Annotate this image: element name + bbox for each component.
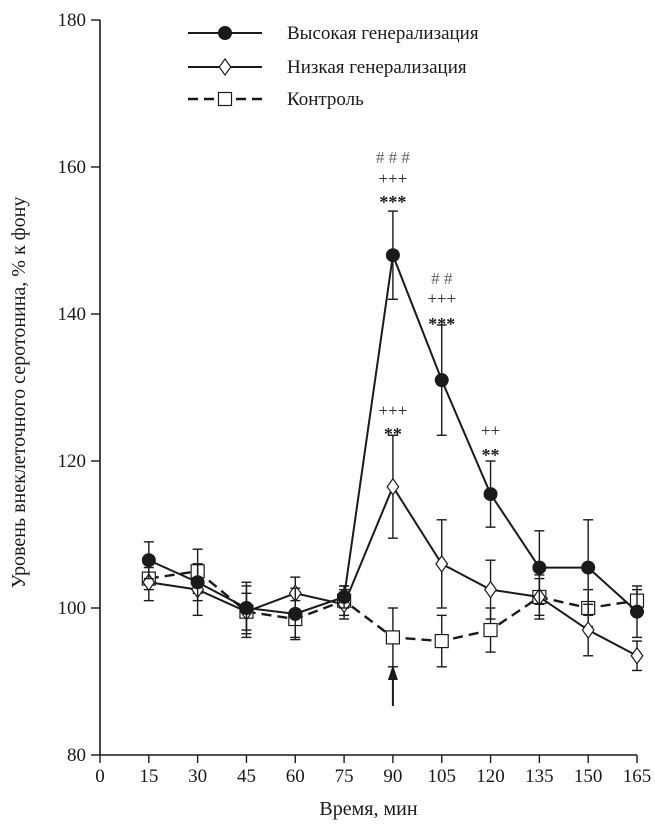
y-tick-label: 160: [58, 157, 87, 178]
x-tick-label: 150: [574, 766, 603, 787]
annotation-plus: +++: [379, 401, 408, 420]
data-point: [434, 373, 449, 388]
data-point: [435, 554, 449, 573]
y-tick-label: 140: [58, 304, 87, 325]
significance-annotation: ++ **: [481, 421, 500, 465]
data-point: [190, 575, 205, 590]
data-point: [141, 553, 156, 568]
y-tick-label: 180: [58, 10, 87, 31]
legend-label: Высокая генерализация: [287, 23, 479, 44]
data-point: [434, 633, 449, 649]
data-point: [581, 560, 596, 575]
legend-marker: [217, 91, 233, 107]
significance-annotation: # #+++ ***: [427, 269, 456, 334]
x-tick-label: 90: [383, 766, 402, 787]
x-tick-label: 30: [188, 766, 207, 787]
y-tick-label: 100: [58, 598, 87, 619]
significance-annotation: +++ **: [379, 401, 408, 444]
legend-entry-3: Контроль: [188, 89, 364, 110]
x-tick-label: 75: [335, 766, 354, 787]
legend-label: Низкая генерализация: [287, 57, 467, 78]
annotation-stars: **: [384, 424, 402, 444]
legend-entry-1: Высокая генерализация: [188, 23, 479, 44]
annotation-plus: +++: [427, 289, 456, 308]
x-axis-title: Время, мин: [319, 798, 417, 820]
x-tick-label: 60: [286, 766, 305, 787]
annotation-stars: ***: [428, 314, 455, 334]
data-point: [385, 630, 401, 645]
legend-label: Контроль: [287, 89, 364, 110]
legend-marker: [218, 57, 232, 77]
annotation-plus: ++: [481, 421, 500, 440]
x-tick-label: 135: [525, 766, 554, 787]
x-tick-label: 105: [427, 766, 456, 787]
arrow-head: [387, 665, 398, 680]
series-1: [141, 210, 644, 641]
data-point: [386, 477, 400, 496]
data-point: [484, 580, 498, 599]
y-tick-label: 120: [58, 451, 87, 472]
data-point: [483, 622, 498, 638]
annotation-hash: # # #: [376, 148, 411, 167]
data-point: [239, 601, 254, 615]
data-point: [532, 560, 547, 575]
annotation-hash: # #: [431, 269, 453, 288]
legend-marker: [218, 26, 232, 40]
significance-annotation: # # # +++ ***: [376, 148, 411, 212]
data-point: [630, 604, 644, 619]
annotation-plus: +++: [379, 169, 408, 188]
legend: Высокая генерализация Низкая генерализаци…: [188, 23, 479, 110]
data-point: [337, 589, 352, 604]
x-tick-label: 120: [476, 766, 505, 787]
data-point: [288, 606, 303, 621]
x-tick-label: 165: [623, 766, 652, 787]
annotation-stars: **: [482, 445, 500, 465]
series-layer: [141, 210, 645, 672]
data-point: [483, 487, 498, 502]
annotations: # # #+++***# #+++***+++** ++**: [376, 148, 500, 465]
annotation-stars: ***: [379, 192, 406, 212]
data-point: [630, 646, 644, 665]
x-tick-label: 15: [139, 766, 158, 787]
y-axis-title: Уровень внеклеточного серотонина, % к фо…: [8, 197, 30, 589]
x-tick-label: 45: [237, 766, 256, 787]
axes: 80 100 120 140 160 180 0 15 30 45 60 75 90 105 120 135 1…: [8, 10, 651, 820]
y-tick-label: 80: [67, 745, 86, 766]
data-point: [385, 248, 400, 263]
x-tick-label: 0: [95, 766, 105, 787]
legend-entry-2: Низкая генерализация: [188, 57, 467, 78]
data-point: [581, 621, 595, 640]
